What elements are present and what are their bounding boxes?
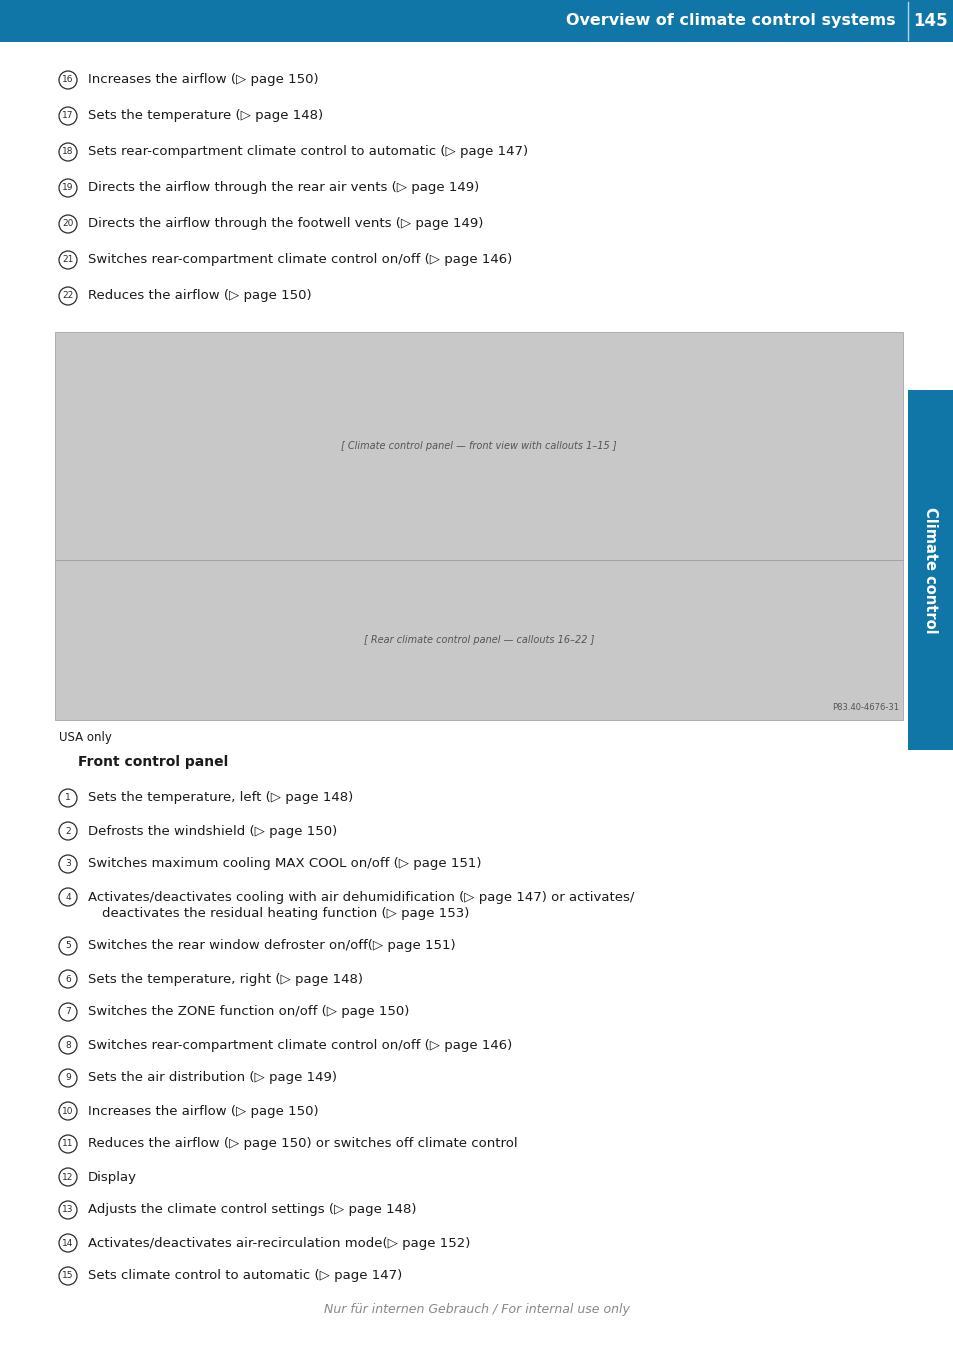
- Text: 13: 13: [62, 1205, 73, 1215]
- Text: 10: 10: [62, 1106, 73, 1116]
- Text: Reduces the airflow (▷ page 150): Reduces the airflow (▷ page 150): [88, 290, 312, 302]
- Text: Overview of climate control systems: Overview of climate control systems: [566, 14, 895, 28]
- Text: Sets the temperature (▷ page 148): Sets the temperature (▷ page 148): [88, 110, 323, 122]
- Text: Front control panel: Front control panel: [78, 756, 228, 769]
- Text: 22: 22: [62, 291, 73, 301]
- Text: [ Rear climate control panel — callouts 16–22 ]: [ Rear climate control panel — callouts …: [363, 635, 594, 645]
- Text: Directs the airflow through the footwell vents (▷ page 149): Directs the airflow through the footwell…: [88, 218, 483, 230]
- Text: 4: 4: [65, 892, 71, 902]
- Text: deactivates the residual heating function (▷ page 153): deactivates the residual heating functio…: [102, 906, 469, 919]
- Text: 21: 21: [62, 256, 73, 264]
- Text: 12: 12: [62, 1173, 73, 1182]
- Text: 9: 9: [65, 1074, 71, 1082]
- Text: Increases the airflow (▷ page 150): Increases the airflow (▷ page 150): [88, 1105, 318, 1117]
- Text: Switches rear-compartment climate control on/off (▷ page 146): Switches rear-compartment climate contro…: [88, 253, 512, 267]
- Text: 5: 5: [65, 941, 71, 951]
- Text: 1: 1: [65, 793, 71, 803]
- Bar: [55, 561, 902, 720]
- Text: 15: 15: [62, 1271, 73, 1281]
- Bar: [55, 332, 902, 561]
- Text: P83.40-4676-31: P83.40-4676-31: [831, 703, 898, 712]
- Text: Defrosts the windshield (▷ page 150): Defrosts the windshield (▷ page 150): [88, 825, 337, 838]
- Text: Sets the air distribution (▷ page 149): Sets the air distribution (▷ page 149): [88, 1071, 336, 1085]
- Text: Sets the temperature, left (▷ page 148): Sets the temperature, left (▷ page 148): [88, 792, 353, 804]
- Text: 19: 19: [62, 184, 73, 192]
- Text: Display: Display: [88, 1170, 137, 1183]
- Text: Sets climate control to automatic (▷ page 147): Sets climate control to automatic (▷ pag…: [88, 1270, 402, 1282]
- Text: Activates/deactivates air-recirculation mode(▷ page 152): Activates/deactivates air-recirculation …: [88, 1236, 470, 1250]
- Text: Sets the temperature, right (▷ page 148): Sets the temperature, right (▷ page 148): [88, 972, 363, 986]
- Text: Switches the rear window defroster on/off(▷ page 151): Switches the rear window defroster on/of…: [88, 940, 456, 952]
- Text: USA only: USA only: [59, 731, 112, 745]
- Text: 18: 18: [62, 148, 73, 157]
- Text: Reduces the airflow (▷ page 150) or switches off climate control: Reduces the airflow (▷ page 150) or swit…: [88, 1137, 517, 1151]
- Text: Switches the ZONE function on/off (▷ page 150): Switches the ZONE function on/off (▷ pag…: [88, 1006, 409, 1018]
- Text: 145: 145: [913, 12, 947, 30]
- Text: Activates/deactivates cooling with air dehumidification (▷ page 147) or activate: Activates/deactivates cooling with air d…: [88, 891, 634, 903]
- Text: 7: 7: [65, 1007, 71, 1017]
- Text: Increases the airflow (▷ page 150): Increases the airflow (▷ page 150): [88, 73, 318, 87]
- Text: Nur für internen Gebrauch / For internal use only: Nur für internen Gebrauch / For internal…: [324, 1304, 629, 1316]
- Text: Sets rear-compartment climate control to automatic (▷ page 147): Sets rear-compartment climate control to…: [88, 145, 528, 158]
- Text: Directs the airflow through the rear air vents (▷ page 149): Directs the airflow through the rear air…: [88, 181, 478, 195]
- Text: [ Climate control panel — front view with callouts 1–15 ]: [ Climate control panel — front view wit…: [341, 441, 617, 451]
- Text: 20: 20: [62, 219, 73, 229]
- Text: Adjusts the climate control settings (▷ page 148): Adjusts the climate control settings (▷ …: [88, 1204, 416, 1216]
- Text: 11: 11: [62, 1140, 73, 1148]
- Text: 8: 8: [65, 1040, 71, 1049]
- Text: 14: 14: [62, 1239, 73, 1247]
- Text: 17: 17: [62, 111, 73, 121]
- Bar: [0, 0, 953, 42]
- Text: Climate control: Climate control: [923, 506, 938, 634]
- Text: 3: 3: [65, 860, 71, 868]
- Bar: [907, 390, 953, 750]
- Text: Switches maximum cooling MAX COOL on/off (▷ page 151): Switches maximum cooling MAX COOL on/off…: [88, 857, 481, 871]
- Text: 2: 2: [65, 826, 71, 835]
- Text: 16: 16: [62, 76, 73, 84]
- Text: Switches rear-compartment climate control on/off (▷ page 146): Switches rear-compartment climate contro…: [88, 1039, 512, 1052]
- Text: 6: 6: [65, 975, 71, 983]
